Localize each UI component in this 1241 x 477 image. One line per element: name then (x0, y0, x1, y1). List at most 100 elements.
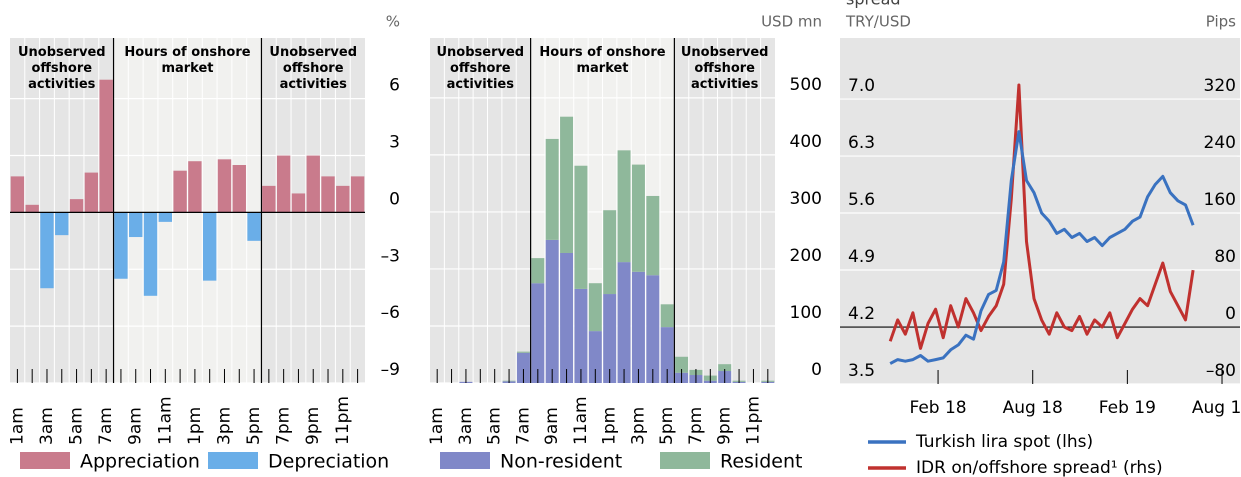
x-tick-label: 11am (155, 396, 175, 445)
region-label: Unobserved offshore activities (269, 45, 358, 92)
legend-label: Turkish lira spot (lhs) (915, 432, 1093, 452)
y-tick-label: 4.9 (848, 247, 875, 267)
bar (617, 150, 631, 263)
bar (660, 327, 674, 383)
y2-tick-label: 0 (1225, 304, 1236, 324)
bar (560, 252, 574, 383)
bar (173, 170, 187, 213)
bar (574, 165, 588, 289)
bar (247, 212, 261, 241)
bar (217, 159, 232, 213)
x-tick-label: 5am (485, 407, 505, 445)
y-tick-label: 3.5 (848, 361, 875, 381)
bar (84, 172, 99, 213)
y-tick-label: 6 (389, 76, 400, 96)
bar (232, 165, 246, 213)
region-label: Hours of onshore market (539, 45, 666, 76)
axis-label: Pips (1206, 13, 1236, 31)
bar (99, 79, 113, 213)
x-tick-label: Aug 18 (1003, 398, 1063, 418)
y-tick-label: 6.3 (848, 133, 875, 153)
x-tick-label: 9pm (715, 407, 735, 445)
bar (202, 212, 217, 281)
bar (574, 288, 588, 383)
y-tick-label: –3 (381, 246, 400, 266)
legend-swatch (660, 452, 710, 469)
x-tick-label: 9am (126, 407, 146, 445)
x-tick-label: 1pm (600, 407, 620, 445)
bar (350, 176, 365, 213)
bar (631, 164, 645, 272)
x-tick-label: 3pm (214, 407, 234, 445)
bar (129, 212, 143, 238)
bar (158, 212, 173, 222)
x-tick-label: 3am (37, 407, 57, 445)
x-tick-label: 9am (542, 407, 562, 445)
bar (188, 161, 202, 213)
bar (516, 352, 530, 383)
bar (545, 138, 559, 240)
x-tick-label: Feb 18 (909, 398, 966, 418)
bar (262, 185, 276, 213)
bar (660, 304, 674, 328)
bar (336, 185, 350, 213)
x-tick-label: 1am (427, 407, 447, 445)
bar (603, 294, 617, 383)
bar (617, 262, 631, 383)
region-label: Hours of onshore market (124, 45, 251, 76)
bar (69, 199, 84, 213)
bar (306, 155, 320, 213)
y2-tick-label: 80 (1214, 247, 1236, 267)
y2-tick-label: –80 (1206, 361, 1236, 381)
x-tick-label: 1am (7, 407, 27, 445)
y-tick-label: 400 (790, 132, 822, 152)
y-tick-label: 100 (790, 303, 822, 323)
x-tick-label: 5pm (657, 407, 677, 445)
y-tick-label: 200 (790, 246, 822, 266)
legend-label: Appreciation (80, 451, 200, 473)
bar (545, 239, 559, 383)
x-tick-label: 7pm (686, 407, 706, 445)
x-tick-label: 11pm (333, 396, 353, 445)
bar (603, 210, 617, 295)
bar (321, 176, 335, 213)
line (889, 130, 1195, 365)
y-tick-label: 5.6 (848, 190, 875, 210)
x-tick-label: 11pm (743, 396, 763, 445)
region-label: Unobserved offshore activities (436, 45, 525, 92)
y2-tick-label: 160 (1204, 190, 1236, 210)
y-tick-label: 300 (790, 189, 822, 209)
bar (675, 356, 689, 373)
y-tick-label: 3 (389, 133, 400, 153)
y-tick-label: –6 (381, 303, 400, 323)
x-tick-label: 11am (571, 396, 591, 445)
x-tick-label: Feb 19 (1099, 398, 1156, 418)
y-tick-label: 7.0 (848, 76, 875, 96)
bar (25, 204, 39, 213)
x-tick-label: 3am (456, 407, 476, 445)
axis-label: TRY/USD (845, 13, 911, 31)
x-tick-label: 7am (96, 407, 116, 445)
x-tick-label: 1pm (185, 407, 205, 445)
bar (718, 364, 732, 372)
x-tick-label: 5pm (244, 407, 264, 445)
bar (516, 351, 530, 353)
chart-title: spread (846, 0, 901, 9)
bar (646, 195, 660, 276)
y-tick-label: 500 (790, 75, 822, 95)
region-label: Unobserved offshore activities (17, 45, 106, 92)
x-tick-label: 9pm (303, 407, 323, 445)
x-tick-label: 7pm (274, 407, 294, 445)
region-label: Unobserved offshore activities (680, 45, 769, 92)
bar (143, 212, 158, 296)
legend-label: Non-resident (500, 451, 622, 473)
legend-swatch (20, 452, 70, 469)
bar (531, 283, 545, 383)
y-tick-label: –9 (381, 360, 400, 380)
line (888, 83, 1195, 350)
bar (55, 212, 69, 236)
y2-tick-label: 240 (1204, 133, 1236, 153)
y-tick-label: 0 (811, 360, 822, 380)
